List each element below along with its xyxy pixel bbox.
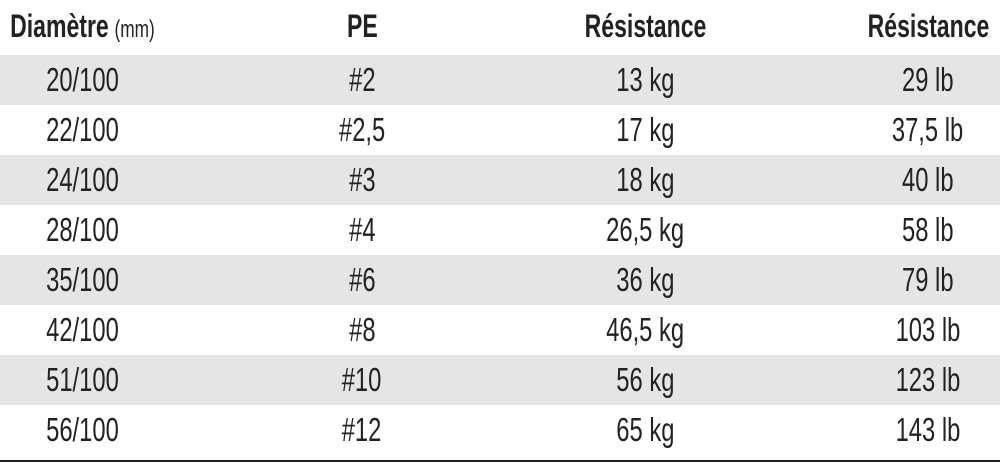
- header-label: PE: [346, 7, 378, 44]
- cell-text: 24/100: [45, 161, 119, 198]
- table-cell: 28/100: [0, 205, 232, 255]
- table-row: 28/100 #4 26,5 kg 58 lb: [0, 205, 1000, 255]
- table-cell: #4: [212, 205, 512, 255]
- table-cell: 37,5 lb: [778, 105, 1000, 155]
- table-cell: 40 lb: [778, 155, 1000, 205]
- table-cell: 58 lb: [778, 205, 1000, 255]
- table-cell: #3: [212, 155, 512, 205]
- table-row: 24/100 #3 18 kg 40 lb: [0, 155, 1000, 205]
- table-cell: 26,5 kg: [495, 205, 795, 255]
- cell-text: 18 kg: [615, 161, 675, 198]
- table-row: 35/100 #6 36 kg 79 lb: [0, 255, 1000, 305]
- table-cell: #6: [212, 255, 512, 305]
- table-cell: #12: [212, 405, 512, 455]
- header-row: Diamètre (mm) PE Résistance Résistance: [0, 0, 1000, 52]
- table-cell: 18 kg: [495, 155, 795, 205]
- table-cell: 56/100: [0, 405, 232, 455]
- table-cell: 51/100: [0, 355, 232, 405]
- header-cell: Résistance: [495, 0, 795, 52]
- cell-text: #10: [342, 361, 382, 398]
- table-cell: 42/100: [0, 305, 232, 355]
- cell-text: 36 kg: [615, 261, 675, 298]
- header-unit: (mm): [114, 15, 155, 43]
- table-cell: #10: [212, 355, 512, 405]
- cell-text: 37,5 lb: [892, 111, 964, 148]
- cell-text: 123 lb: [895, 361, 961, 398]
- header-cell: PE: [212, 0, 512, 52]
- header-cell: Diamètre (mm): [0, 0, 232, 52]
- cell-text: 56 kg: [615, 361, 675, 398]
- cell-text: #8: [348, 311, 376, 348]
- cell-text: 51/100: [45, 361, 119, 398]
- cell-text: 13 kg: [615, 61, 675, 98]
- header-cell: Résistance: [778, 0, 1000, 52]
- table-row: 42/100 #8 46,5 kg 103 lb: [0, 305, 1000, 355]
- table-cell: 13 kg: [495, 55, 795, 105]
- cell-text: 56/100: [45, 411, 119, 448]
- table-cell: #8: [212, 305, 512, 355]
- table-row: 51/100 #10 56 kg 123 lb: [0, 355, 1000, 405]
- cell-text: 46,5 kg: [606, 311, 684, 348]
- cell-text: 103 lb: [895, 311, 961, 348]
- header-text: Résistance: [867, 8, 989, 45]
- bottom-rule: [0, 460, 1000, 462]
- table-row: 56/100 #12 65 kg 143 lb: [0, 405, 1000, 455]
- table-cell: 65 kg: [495, 405, 795, 455]
- cell-text: 65 kg: [615, 411, 675, 448]
- cell-text: #12: [342, 411, 382, 448]
- cell-text: #2,5: [338, 111, 386, 148]
- table-cell: 79 lb: [778, 255, 1000, 305]
- table-cell: 46,5 kg: [495, 305, 795, 355]
- table-cell: 24/100: [0, 155, 232, 205]
- table-cell: 22/100: [0, 105, 232, 155]
- table-cell: 36 kg: [495, 255, 795, 305]
- header-text: Diamètre (mm): [10, 8, 155, 45]
- header-label: Résistance: [867, 7, 989, 44]
- cell-text: 17 kg: [615, 111, 675, 148]
- cell-text: #6: [348, 261, 376, 298]
- cell-text: 143 lb: [895, 411, 961, 448]
- cell-text: 29 lb: [902, 61, 954, 98]
- table-cell: 20/100: [0, 55, 232, 105]
- table-cell: 56 kg: [495, 355, 795, 405]
- header-label: Résistance: [584, 7, 706, 44]
- cell-text: 28/100: [45, 211, 119, 248]
- header-text: Résistance: [584, 8, 706, 45]
- header-label: Diamètre: [9, 7, 109, 44]
- table-cell: 17 kg: [495, 105, 795, 155]
- cell-text: 79 lb: [902, 261, 954, 298]
- table-cell: #2: [212, 55, 512, 105]
- table-cell: 103 lb: [778, 305, 1000, 355]
- table-cell: 123 lb: [778, 355, 1000, 405]
- cell-text: 40 lb: [902, 161, 954, 198]
- cell-text: 26,5 kg: [606, 211, 684, 248]
- cell-text: #2: [348, 61, 376, 98]
- cell-text: 42/100: [45, 311, 119, 348]
- table-row: 22/100 #2,5 17 kg 37,5 lb: [0, 105, 1000, 155]
- table-cell: 143 lb: [778, 405, 1000, 455]
- cell-text: #3: [348, 161, 376, 198]
- cell-text: 22/100: [45, 111, 119, 148]
- cell-text: 35/100: [45, 261, 119, 298]
- header-text: PE: [347, 8, 378, 45]
- cell-text: 20/100: [45, 61, 119, 98]
- table-cell: #2,5: [212, 105, 512, 155]
- cell-text: #4: [348, 211, 376, 248]
- table-row: 20/100 #2 13 kg 29 lb: [0, 55, 1000, 105]
- table-cell: 29 lb: [778, 55, 1000, 105]
- table-cell: 35/100: [0, 255, 232, 305]
- cell-text: 58 lb: [902, 211, 954, 248]
